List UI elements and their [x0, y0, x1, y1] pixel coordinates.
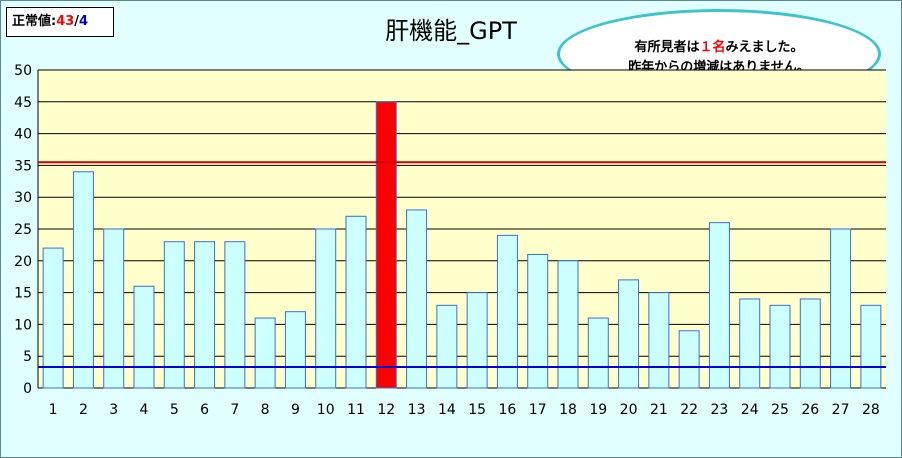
x-tick-label: 18 — [559, 402, 577, 418]
bar — [406, 209, 428, 389]
x-tick-label: 7 — [230, 402, 239, 418]
x-tick-label: 2 — [79, 402, 88, 418]
bar — [587, 317, 609, 389]
x-tick-label: 6 — [200, 402, 209, 418]
bar — [315, 228, 337, 389]
x-tick-label: 25 — [771, 402, 789, 418]
x-tick-label: 8 — [261, 402, 270, 418]
y-tick-label: 15 — [14, 286, 32, 302]
x-tick-label: 20 — [620, 402, 638, 418]
x-tick-label: 5 — [170, 402, 179, 418]
normal-value-separator: / — [74, 14, 80, 29]
bar — [618, 279, 640, 389]
x-tick-label: 13 — [408, 402, 426, 418]
y-tick-label: 20 — [14, 254, 32, 270]
x-tick-label: 12 — [377, 402, 395, 418]
bar — [769, 304, 791, 389]
bar — [254, 317, 276, 389]
bar — [708, 222, 730, 389]
x-tick-label: 4 — [140, 402, 149, 418]
normal-value-box: 正常値:43/4 — [6, 7, 114, 37]
y-tick-label: 40 — [14, 127, 32, 143]
bar — [72, 171, 94, 389]
x-tick-label: 15 — [468, 402, 486, 418]
y-tick-label: 5 — [23, 349, 32, 365]
bar — [860, 304, 882, 389]
x-tick-label: 3 — [109, 402, 118, 418]
bar — [466, 292, 488, 389]
x-tick-label: 14 — [438, 402, 456, 418]
bar — [42, 247, 64, 389]
bar — [557, 260, 579, 389]
bar — [527, 253, 549, 389]
x-tick-label: 10 — [317, 402, 335, 418]
y-tick-label: 10 — [14, 317, 32, 333]
bar — [194, 241, 216, 389]
bar — [103, 228, 125, 389]
bar — [496, 234, 518, 389]
bar — [830, 228, 852, 389]
bar — [739, 298, 761, 389]
x-tick-label: 19 — [589, 402, 607, 418]
bar — [345, 215, 367, 389]
normal-value-lower: 4 — [79, 14, 89, 29]
bar — [133, 285, 155, 389]
y-tick-label: 30 — [14, 190, 32, 206]
x-tick-label: 22 — [680, 402, 698, 418]
x-tick-label: 28 — [862, 402, 880, 418]
x-tick-label: 17 — [529, 402, 547, 418]
chart-title: 肝機能_GPT — [385, 17, 517, 45]
bar — [436, 304, 458, 389]
bar — [224, 241, 246, 389]
bar — [284, 311, 306, 389]
bar — [375, 101, 397, 389]
y-tick-label: 25 — [14, 222, 32, 238]
y-tick-label: 35 — [14, 158, 32, 174]
bar — [163, 241, 185, 389]
x-tick-label: 9 — [291, 402, 300, 418]
x-tick-label: 11 — [347, 402, 365, 418]
comment-count: １名 — [699, 40, 726, 55]
y-tick-label: 45 — [14, 95, 32, 111]
comment-line1-prefix: 有所見者は — [634, 40, 700, 55]
comment-line-1: 有所見者は１名みえました。 — [560, 38, 878, 58]
normal-value-upper: 43 — [56, 14, 75, 29]
bar — [799, 298, 821, 389]
normal-value-label: 正常値: — [12, 14, 57, 29]
bar — [648, 292, 670, 389]
x-tick-label: 24 — [741, 402, 759, 418]
x-tick-label: 1 — [49, 402, 58, 418]
y-tick-label: 0 — [23, 381, 32, 397]
x-tick-label: 23 — [711, 402, 729, 418]
x-tick-label: 26 — [801, 402, 819, 418]
y-tick-label: 50 — [14, 63, 32, 79]
x-tick-label: 27 — [832, 402, 850, 418]
x-tick-label: 16 — [499, 402, 517, 418]
bar — [678, 330, 700, 389]
x-tick-label: 21 — [650, 402, 668, 418]
comment-line1-suffix: みえました。 — [725, 40, 804, 55]
